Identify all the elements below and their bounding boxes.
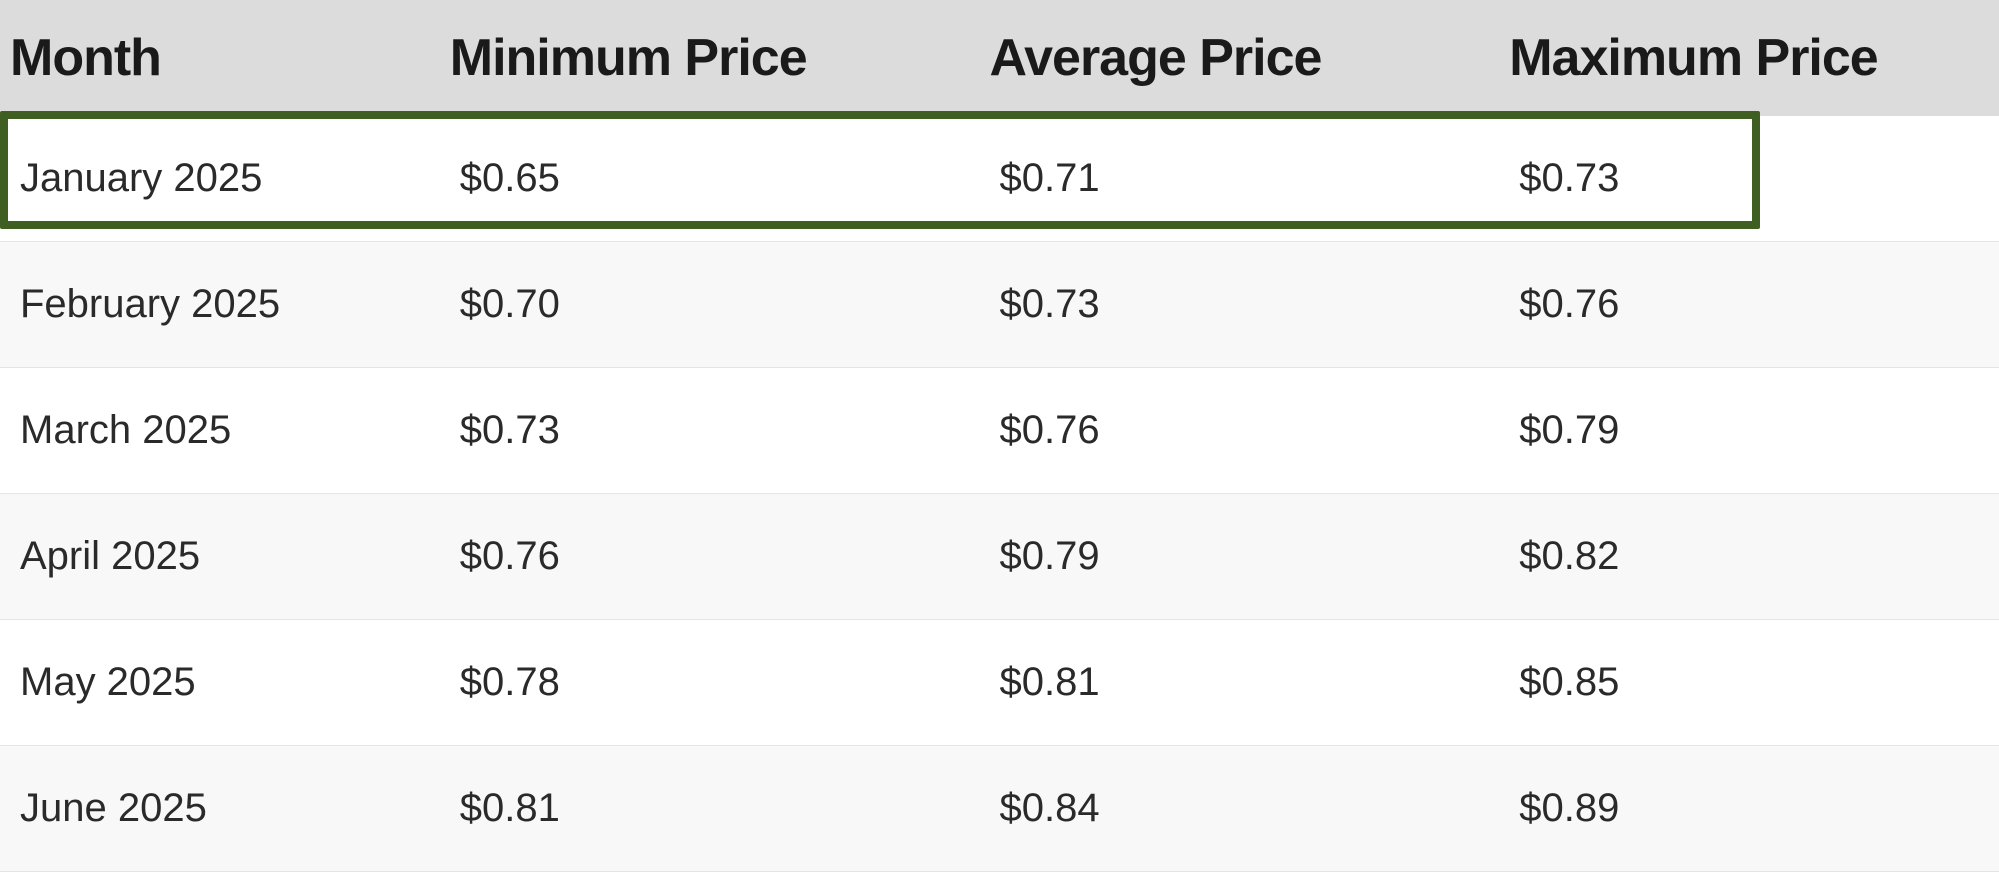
table-header-row: Month Minimum Price Average Price Maximu…: [0, 0, 1999, 116]
cell-month: February 2025: [0, 242, 440, 368]
price-table: Month Minimum Price Average Price Maximu…: [0, 0, 1999, 872]
cell-maximum: $0.79: [1499, 368, 1999, 494]
cell-minimum: $0.81: [440, 746, 980, 872]
table-row: February 2025 $0.70 $0.73 $0.76: [0, 242, 1999, 368]
cell-maximum: $0.82: [1499, 494, 1999, 620]
table-row: March 2025 $0.73 $0.76 $0.79: [0, 368, 1999, 494]
cell-average: $0.73: [979, 242, 1499, 368]
cell-minimum: $0.73: [440, 368, 980, 494]
cell-month: April 2025: [0, 494, 440, 620]
cell-month: June 2025: [0, 746, 440, 872]
cell-month: May 2025: [0, 620, 440, 746]
table-row: May 2025 $0.78 $0.81 $0.85: [0, 620, 1999, 746]
cell-month: March 2025: [0, 368, 440, 494]
cell-maximum: $0.73: [1499, 116, 1999, 242]
cell-maximum: $0.89: [1499, 746, 1999, 872]
cell-month: January 2025: [0, 116, 440, 242]
cell-average: $0.71: [979, 116, 1499, 242]
table-row: January 2025 $0.65 $0.71 $0.73: [0, 116, 1999, 242]
cell-minimum: $0.70: [440, 242, 980, 368]
cell-minimum: $0.76: [440, 494, 980, 620]
cell-minimum: $0.78: [440, 620, 980, 746]
column-header-maximum: Maximum Price: [1499, 0, 1999, 116]
cell-minimum: $0.65: [440, 116, 980, 242]
column-header-minimum: Minimum Price: [440, 0, 980, 116]
column-header-average: Average Price: [979, 0, 1499, 116]
cell-maximum: $0.76: [1499, 242, 1999, 368]
cell-average: $0.76: [979, 368, 1499, 494]
price-table-container: Month Minimum Price Average Price Maximu…: [0, 0, 1999, 872]
cell-average: $0.84: [979, 746, 1499, 872]
cell-maximum: $0.85: [1499, 620, 1999, 746]
table-row: June 2025 $0.81 $0.84 $0.89: [0, 746, 1999, 872]
cell-average: $0.81: [979, 620, 1499, 746]
column-header-month: Month: [0, 0, 440, 116]
cell-average: $0.79: [979, 494, 1499, 620]
table-row: April 2025 $0.76 $0.79 $0.82: [0, 494, 1999, 620]
